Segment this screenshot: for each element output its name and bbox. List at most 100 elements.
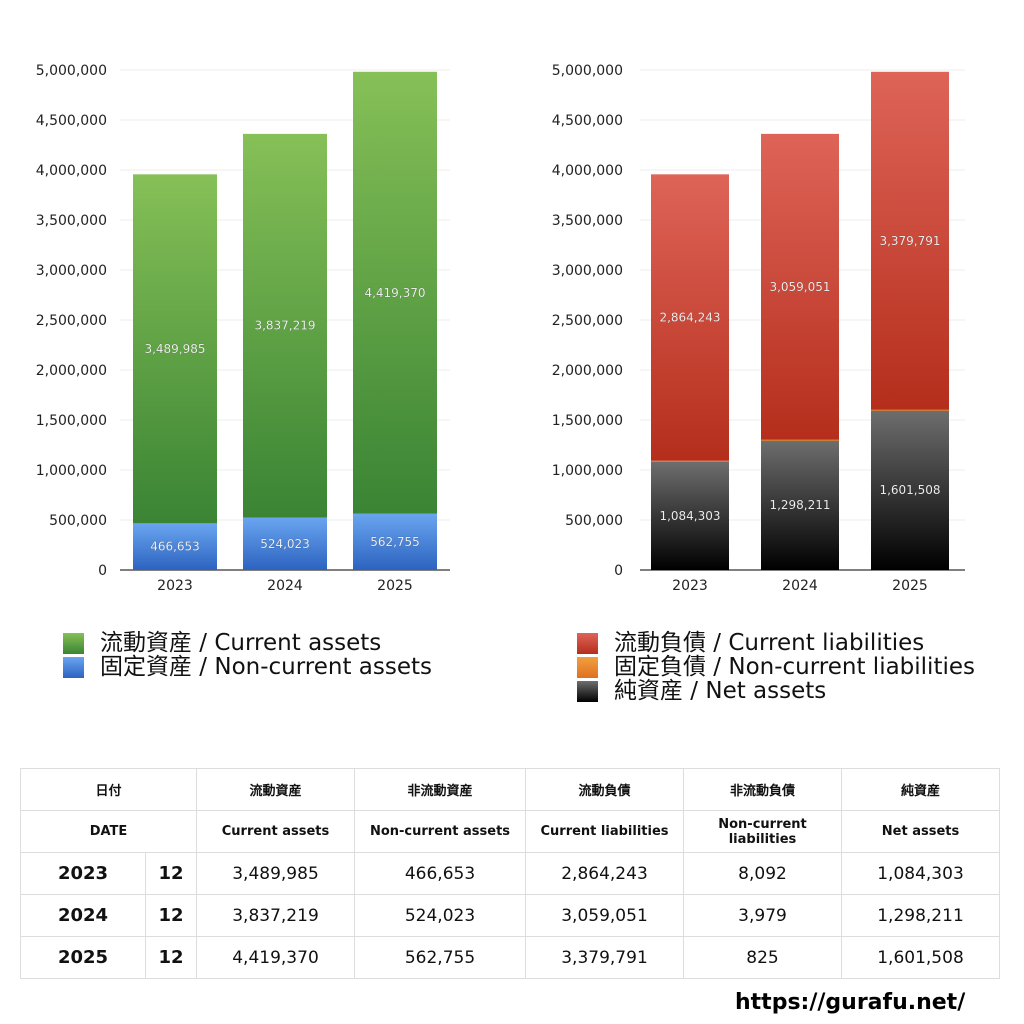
table-cell: 3,979: [683, 894, 842, 937]
table-cell: 3,059,051: [525, 894, 684, 937]
bar-segment: [871, 71, 949, 410]
legend-label: 固定資産 / Non-current assets: [100, 654, 433, 680]
header-cell: 流動資産: [196, 768, 355, 811]
table-cell: 3,489,985: [196, 852, 355, 895]
table-cell: 3,379,791: [525, 936, 684, 979]
data-label: 1,298,211: [769, 498, 830, 512]
legend-swatch: [577, 656, 598, 678]
bar-segment: [761, 440, 839, 570]
data-label: 524,023: [260, 537, 310, 551]
legend-item: 流動資産 / Current assets: [63, 631, 432, 655]
data-label: 1,084,303: [659, 509, 720, 523]
legend-label: 流動負債 / Current liabilities: [614, 630, 925, 656]
y-tick-label: 0: [98, 563, 107, 579]
y-tick-label: 1,000,000: [552, 463, 623, 479]
table-cell: 562,755: [354, 936, 526, 979]
bar-segment: [651, 461, 729, 570]
header-cell: 流動負債: [525, 768, 684, 811]
x-tick-label: 2023: [157, 578, 193, 594]
legend-label: 流動資産 / Current assets: [100, 630, 382, 656]
bar-segment: [761, 439, 839, 441]
y-tick-label: 2,000,000: [552, 363, 623, 379]
source-url[interactable]: https://gurafu.net/: [735, 990, 966, 1015]
table-cell: 2023: [20, 852, 146, 895]
y-tick-label: 1,500,000: [36, 413, 107, 429]
bar-segment: [353, 71, 437, 514]
data-label: 3,379,791: [879, 234, 940, 248]
table-cell: 524,023: [354, 894, 526, 937]
bar-segment: [243, 133, 327, 518]
table-cell: 2,864,243: [525, 852, 684, 895]
table-cell: 825: [683, 936, 842, 979]
charts: 0 500,000 1,000,000 1,500,000 2,000,000 2,500…: [36, 63, 965, 594]
y-tick-label: 0: [614, 563, 623, 579]
data-label: 2,864,243: [659, 311, 720, 325]
data-label: 3,489,985: [144, 342, 205, 356]
y-tick-label: 4,500,000: [36, 113, 107, 129]
legend-item: 固定負債 / Non-current liabilities: [577, 655, 975, 679]
y-tick-label: 2,500,000: [552, 313, 623, 329]
table-cell: 466,653: [354, 852, 526, 895]
header-cell: 日付: [20, 768, 197, 811]
table-cell: 8,092: [683, 852, 842, 895]
legend-swatch: [577, 680, 598, 702]
data-table: 日付 流動資産 非流動資産 流動負債 非流動負債 純資産 DATE Curren…: [20, 768, 1000, 979]
legend-swatch: [577, 632, 598, 654]
header-cell: Non-current assets: [354, 810, 526, 853]
table-cell: 12: [145, 936, 197, 979]
y-tick-label: 2,500,000: [36, 313, 107, 329]
data-label: 466,653: [150, 540, 200, 554]
y-tick-label: 2,000,000: [36, 363, 107, 379]
y-tick-label: 5,000,000: [552, 63, 623, 79]
bar-segment: [243, 517, 327, 570]
bar-segment: [353, 513, 437, 570]
table-cell: 12: [145, 852, 197, 895]
bar-segment: [133, 523, 217, 570]
header-cell: Current liabilities: [525, 810, 684, 853]
y-tick-label: 3,500,000: [552, 213, 623, 229]
table-cell: 4,419,370: [196, 936, 355, 979]
data-label: 3,837,219: [254, 319, 315, 333]
y-tick-label: 1,500,000: [552, 413, 623, 429]
y-tick-label: 500,000: [49, 513, 107, 529]
y-tick-label: 4,000,000: [36, 163, 107, 179]
y-tick-label: 4,000,000: [552, 163, 623, 179]
table-header-jp: 日付 流動資産 非流動資産 流動負債 非流動負債 純資産: [20, 768, 1000, 811]
legend-label: 固定負債 / Non-current liabilities: [614, 654, 975, 680]
header-cell: 非流動負債: [683, 768, 842, 811]
bar-segment: [871, 409, 949, 411]
legend-item: 純資産 / Net assets: [577, 679, 975, 703]
data-label: 3,059,051: [769, 280, 830, 294]
header-cell: 純資産: [841, 768, 1000, 811]
header-cell: Current assets: [196, 810, 355, 853]
header-cell: Net assets: [841, 810, 1000, 853]
y-tick-label: 3,000,000: [552, 263, 623, 279]
table-row: 2025 12 4,419,370 562,755 3,379,791 825 1,601,…: [20, 936, 1000, 979]
bar-segment: [651, 174, 729, 461]
legend-swatch: [63, 656, 84, 678]
y-tick-label: 5,000,000: [36, 63, 107, 79]
legend-left: 流動資産 / Current assets 固定資産 / Non-current…: [63, 631, 432, 679]
table-header-en: DATE Current assets Non-current assets C…: [20, 810, 1000, 853]
y-tick-label: 4,500,000: [552, 113, 623, 129]
x-tick-label: 2023: [672, 578, 708, 594]
header-cell: DATE: [20, 810, 197, 853]
table-cell: 12: [145, 894, 197, 937]
y-tick-label: 1,000,000: [36, 463, 107, 479]
data-label: 562,755: [370, 535, 420, 549]
y-tick-label: 500,000: [565, 513, 623, 529]
table-cell: 2025: [20, 936, 146, 979]
x-tick-label: 2024: [267, 578, 303, 594]
x-tick-label: 2025: [892, 578, 928, 594]
data-label: 1,601,508: [879, 483, 940, 497]
legend-item: 流動負債 / Current liabilities: [577, 631, 975, 655]
x-tick-label: 2024: [782, 578, 818, 594]
table-row: 2023 12 3,489,985 466,653 2,864,243 8,092 1,08…: [20, 852, 1000, 895]
legend-item: 固定資産 / Non-current assets: [63, 655, 432, 679]
table-cell: 1,298,211: [841, 894, 1000, 937]
legend-right: 流動負債 / Current liabilities 固定負債 / Non-cu…: [577, 631, 975, 703]
x-tick-label: 2025: [377, 578, 413, 594]
header-cell: 非流動資産: [354, 768, 526, 811]
table-row: 2024 12 3,837,219 524,023 3,059,051 3,979 1,29…: [20, 894, 1000, 937]
table-cell: 1,084,303: [841, 852, 1000, 895]
